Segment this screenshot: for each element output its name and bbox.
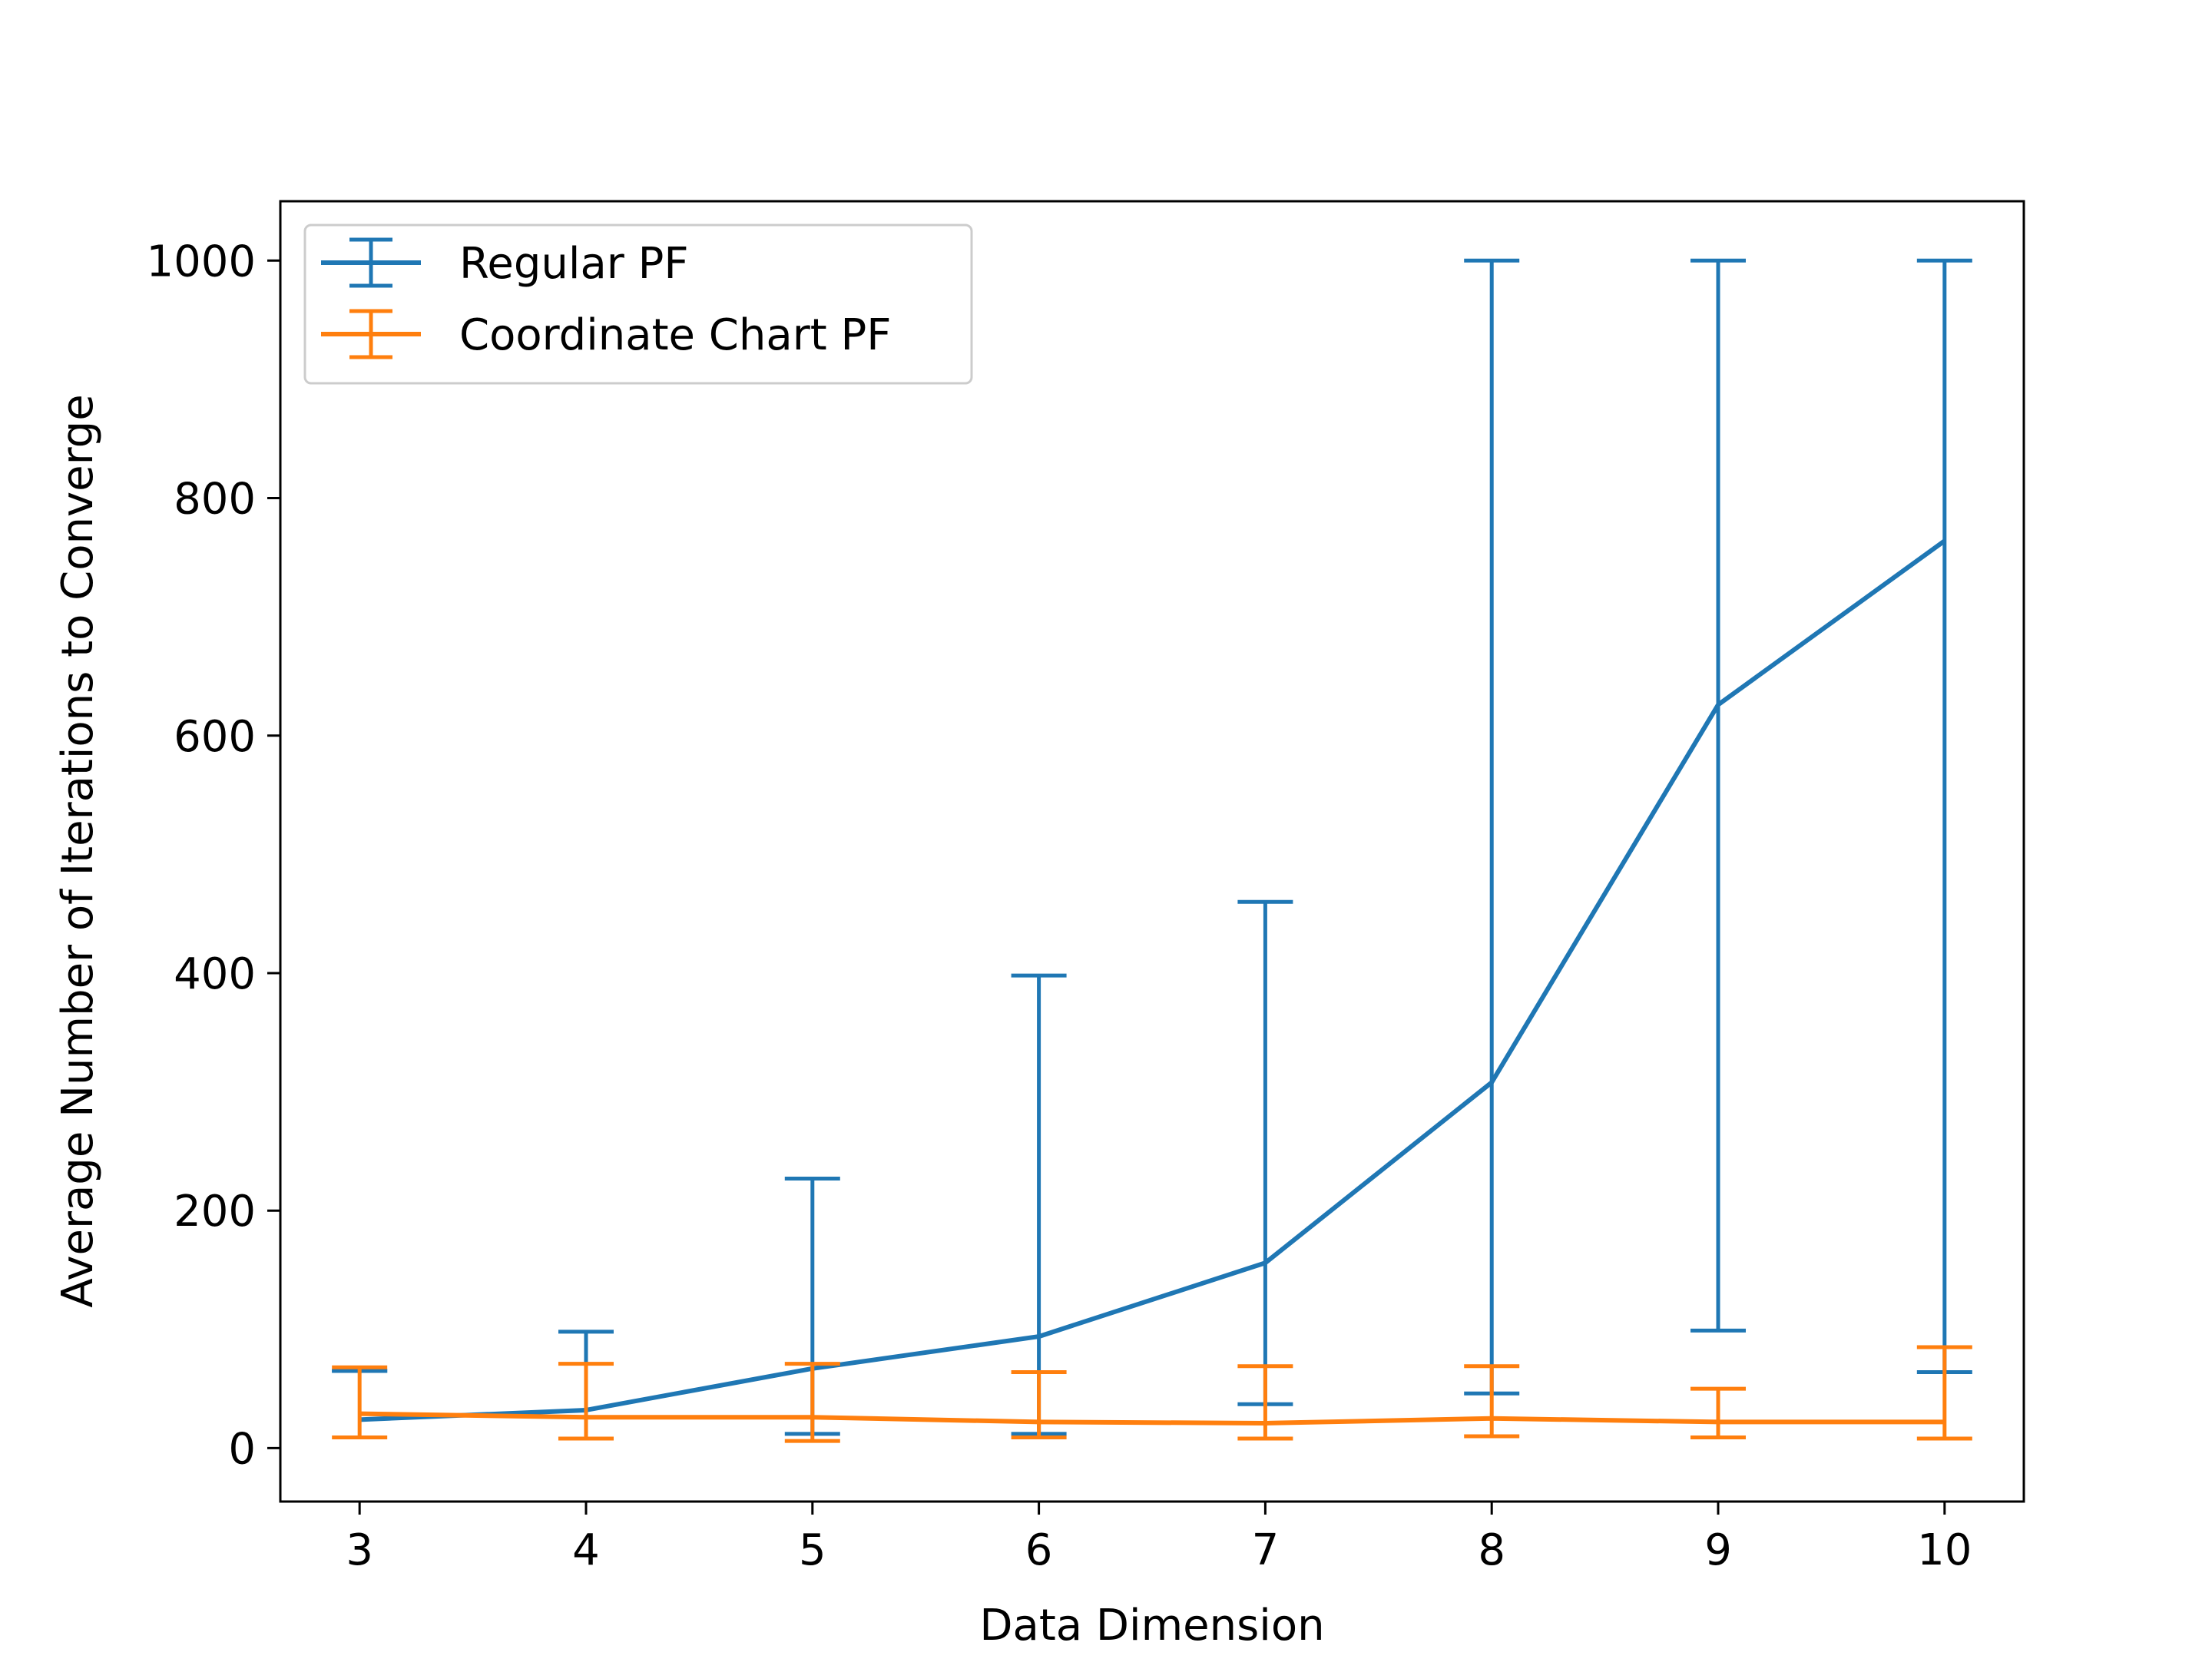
x-axis-label: Data Dimension	[979, 1601, 1324, 1651]
x-tick-label: 9	[1704, 1525, 1732, 1575]
legend-box	[303, 224, 973, 385]
x-tick-label: 5	[799, 1525, 826, 1575]
axes-frame	[279, 200, 2025, 1503]
series-line	[359, 538, 1946, 1422]
legend: Regular PF Coordinate Chart PF	[303, 224, 973, 385]
x-axis: 3 4 5 6 7 8 9 10	[346, 1502, 1972, 1575]
legend-label: Regular PF	[459, 239, 689, 289]
legend-entry-2: Coordinate Chart PF	[321, 309, 891, 360]
y-axis: 0 200 400 600 800 1000	[146, 237, 280, 1474]
x-tick-label: 7	[1252, 1525, 1280, 1575]
x-tick-label: 6	[1025, 1525, 1053, 1575]
y-tick-label: 800	[174, 475, 256, 525]
y-axis-label: Average Number of Iterations to Converge	[53, 394, 103, 1307]
x-tick-label: 8	[1478, 1525, 1505, 1575]
y-tick-label: 400	[174, 949, 256, 999]
legend-entry-1: Regular PF	[321, 237, 689, 289]
legend-label: Coordinate Chart PF	[459, 310, 891, 360]
series-line	[359, 1411, 1945, 1426]
y-tick-label: 200	[174, 1187, 256, 1237]
y-tick-label: 600	[174, 712, 256, 762]
x-tick-label: 10	[1917, 1525, 1972, 1575]
plot-area	[332, 258, 1972, 1443]
y-tick-label: 0	[228, 1424, 256, 1474]
x-tick-label: 4	[572, 1525, 600, 1575]
series-2	[332, 1345, 1972, 1443]
x-tick-label: 3	[346, 1525, 373, 1575]
y-tick-label: 1000	[146, 237, 256, 286]
